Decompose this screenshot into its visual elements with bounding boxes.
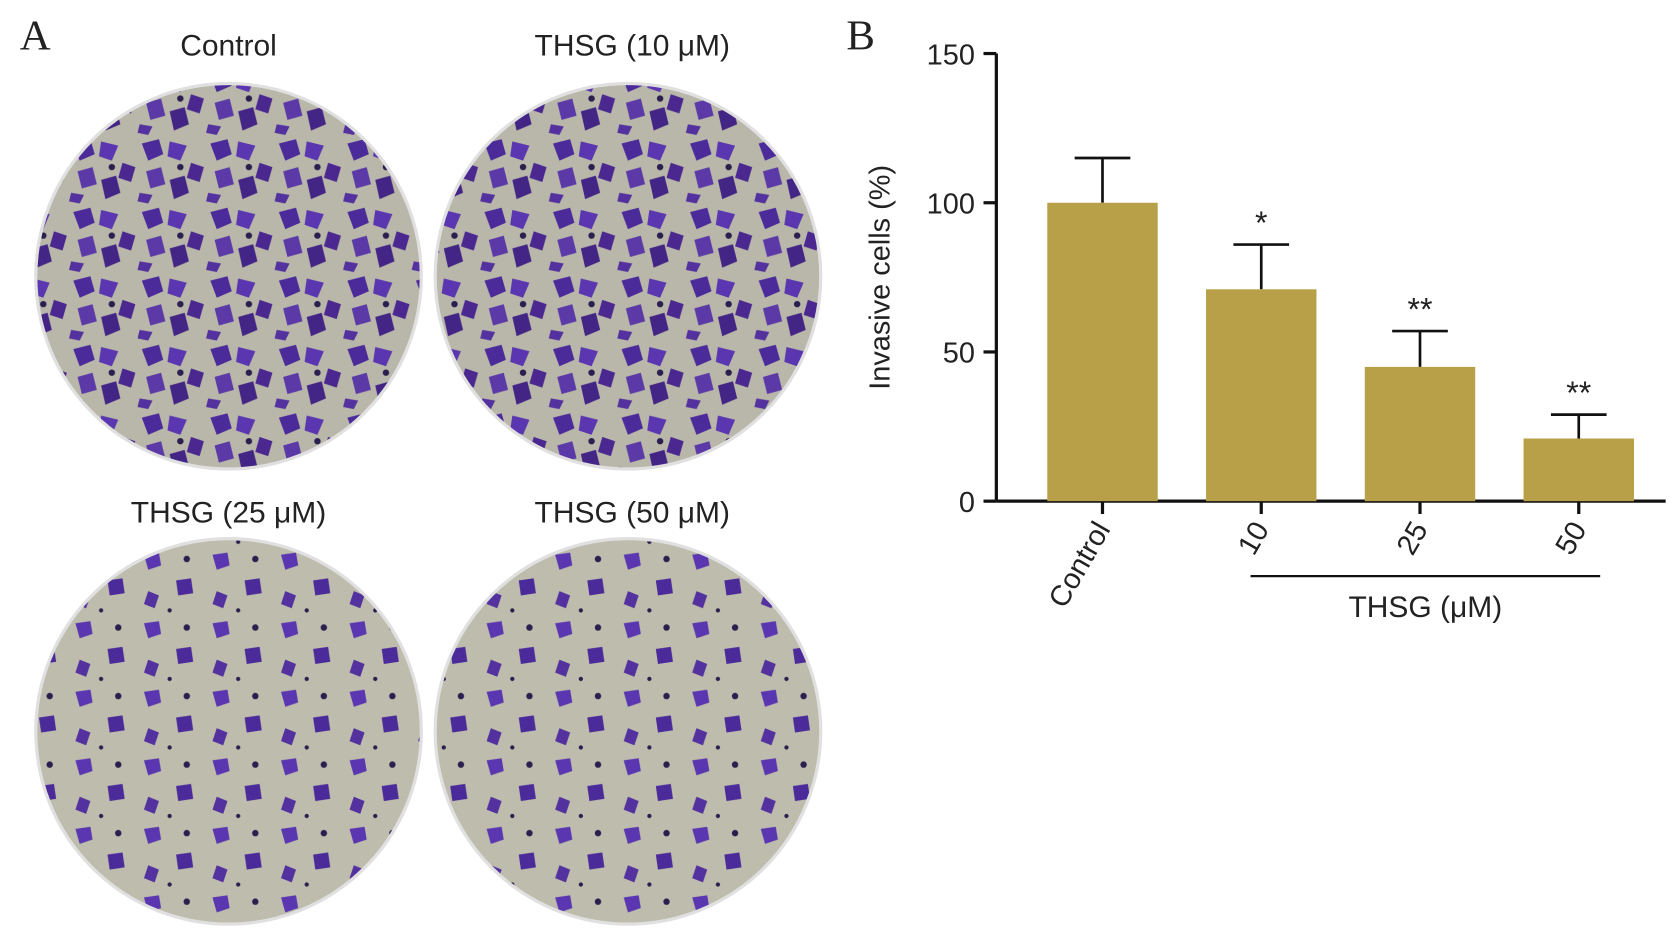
panel-label: B (846, 12, 875, 59)
micrograph (34, 81, 423, 471)
bar (1206, 289, 1317, 502)
y-axis-label: Invasive cells (%) (864, 165, 896, 390)
micrograph (433, 537, 823, 926)
y-tick-label: 150 (927, 39, 975, 71)
image-title: THSG (25 μM) (131, 497, 326, 530)
x-tick-label: 10 (1232, 517, 1276, 561)
bar (1047, 202, 1158, 502)
x-tick-label: Control (1043, 517, 1117, 614)
y-tick-label: 0 (959, 487, 975, 519)
image-title: Control (180, 30, 277, 63)
panel-label: A (20, 12, 51, 59)
significance-label: ** (1566, 375, 1591, 411)
image-title: THSG (10 μM) (535, 30, 730, 63)
bar (1523, 438, 1634, 502)
bar (1364, 366, 1476, 502)
significance-label: * (1255, 205, 1268, 241)
micrograph (34, 537, 423, 926)
image-title: THSG (50 μM) (535, 497, 730, 530)
y-tick-label: 100 (927, 188, 975, 220)
x-group-label: THSG (μM) (1348, 591, 1502, 624)
x-tick-label: 50 (1550, 517, 1594, 561)
micrograph (433, 81, 823, 471)
significance-label: ** (1408, 291, 1433, 327)
x-tick-label: 25 (1391, 517, 1435, 561)
micrographs (34, 81, 823, 926)
y-tick-label: 50 (943, 338, 975, 370)
